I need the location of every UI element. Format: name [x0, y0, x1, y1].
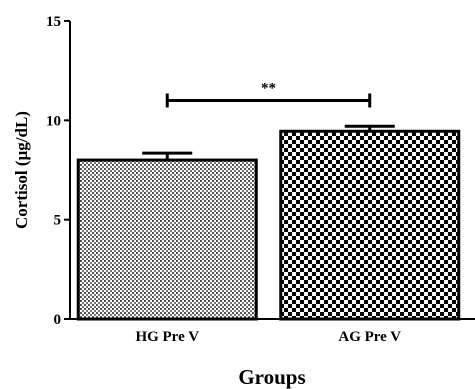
significance-layer: ** [165, 80, 372, 108]
y-axis-title: Cortisol (µg/dL) [12, 111, 31, 229]
labels-layer: HG Pre V AG Pre V 0 5 10 15 [46, 14, 401, 345]
x-tick-label: AG Pre V [338, 329, 401, 345]
y-tick-label: 5 [54, 213, 62, 229]
significance-label: ** [261, 80, 276, 96]
axes-layer [64, 20, 475, 320]
y-tick-label: 10 [46, 113, 61, 129]
bar-0 [76, 158, 258, 321]
bar-1 [279, 129, 461, 321]
y-tick-label: 15 [46, 14, 61, 30]
error-bars-layer [142, 124, 395, 161]
x-tick-label: HG Pre V [135, 329, 199, 345]
bars-layer [76, 129, 461, 321]
x-axis-title: Groups [238, 365, 305, 389]
y-tick-label: 0 [54, 312, 62, 328]
